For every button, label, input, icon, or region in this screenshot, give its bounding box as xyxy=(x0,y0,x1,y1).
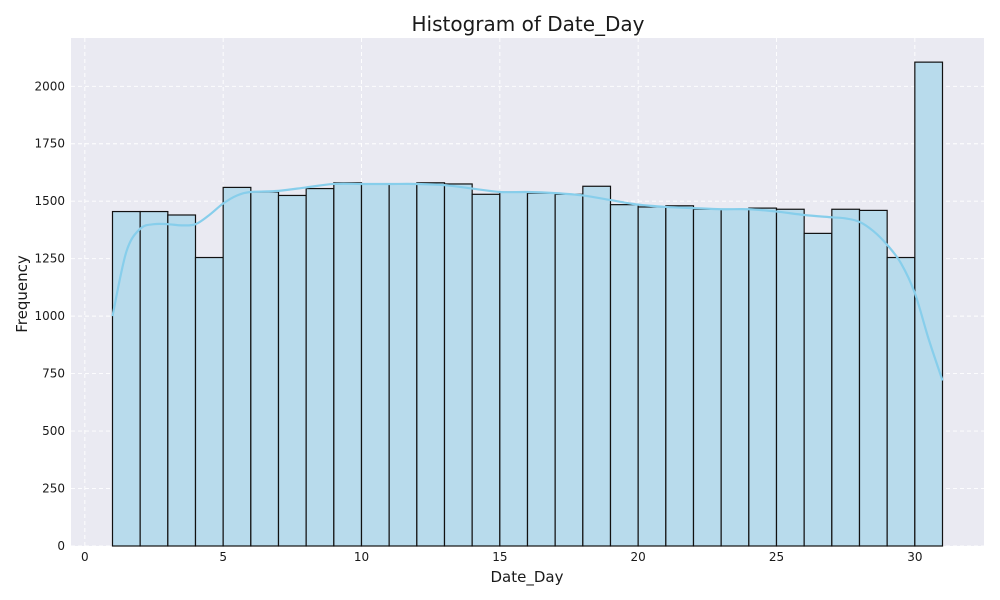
histogram-bar xyxy=(609,204,639,547)
y-tick-labels: 0 250 500 750 1000 1250 1500 1750 2000 xyxy=(34,79,65,553)
histogram-bar xyxy=(692,208,722,547)
y-tick-label: 500 xyxy=(42,424,65,438)
histogram-bar xyxy=(111,210,141,547)
histogram-bar xyxy=(471,193,501,547)
histogram-bar xyxy=(526,192,556,547)
histogram-bar xyxy=(637,206,667,547)
histogram-bar xyxy=(886,256,916,547)
histogram-bar xyxy=(775,208,805,547)
histogram-bar xyxy=(582,185,612,547)
histogram-bar xyxy=(858,209,888,547)
y-tick-label: 750 xyxy=(42,367,65,381)
histogram-bar xyxy=(748,207,778,547)
histogram-bar xyxy=(803,232,833,547)
histogram-bar xyxy=(499,191,529,547)
histogram-bar xyxy=(305,187,335,547)
histogram-bar xyxy=(388,183,418,547)
y-tick-label: 1250 xyxy=(34,252,65,266)
y-tick-label: 1000 xyxy=(34,309,65,323)
x-axis-label: Date_Day xyxy=(491,568,564,587)
histogram-bar xyxy=(360,183,390,547)
histogram-bar xyxy=(167,214,197,547)
histogram-bar xyxy=(333,182,363,547)
histogram-bar xyxy=(831,208,861,547)
y-tick-label: 2000 xyxy=(34,79,65,93)
y-tick-label: 0 xyxy=(57,539,65,553)
histogram-bar xyxy=(416,182,446,547)
histogram-bar xyxy=(277,194,307,547)
kde-curve-layer xyxy=(111,182,944,381)
histogram-bar xyxy=(554,193,584,547)
x-tick-label: 30 xyxy=(907,550,922,564)
x-tick-label: 10 xyxy=(354,550,369,564)
histogram-bar xyxy=(222,186,252,547)
histogram-bar xyxy=(720,208,750,547)
histogram-bar xyxy=(665,205,695,547)
histogram-bar xyxy=(443,183,473,547)
y-axis-label: Frequency xyxy=(13,255,31,333)
x-tick-label: 20 xyxy=(631,550,646,564)
chart-title: Histogram of Date_Day xyxy=(411,12,644,36)
histogram-bar xyxy=(250,191,280,547)
x-tick-labels: 0 5 10 15 20 25 30 xyxy=(81,550,922,564)
histogram-bars xyxy=(111,61,944,547)
x-tick-label: 5 xyxy=(219,550,227,564)
y-tick-label: 1500 xyxy=(34,194,65,208)
y-tick-label: 250 xyxy=(42,482,65,496)
y-tick-label: 1750 xyxy=(34,137,65,151)
x-tick-label: 0 xyxy=(81,550,89,564)
histogram-bar xyxy=(139,210,169,547)
kde-curve xyxy=(111,182,944,381)
histogram-bar xyxy=(194,256,224,547)
x-tick-label: 15 xyxy=(492,550,507,564)
x-tick-label: 25 xyxy=(769,550,784,564)
